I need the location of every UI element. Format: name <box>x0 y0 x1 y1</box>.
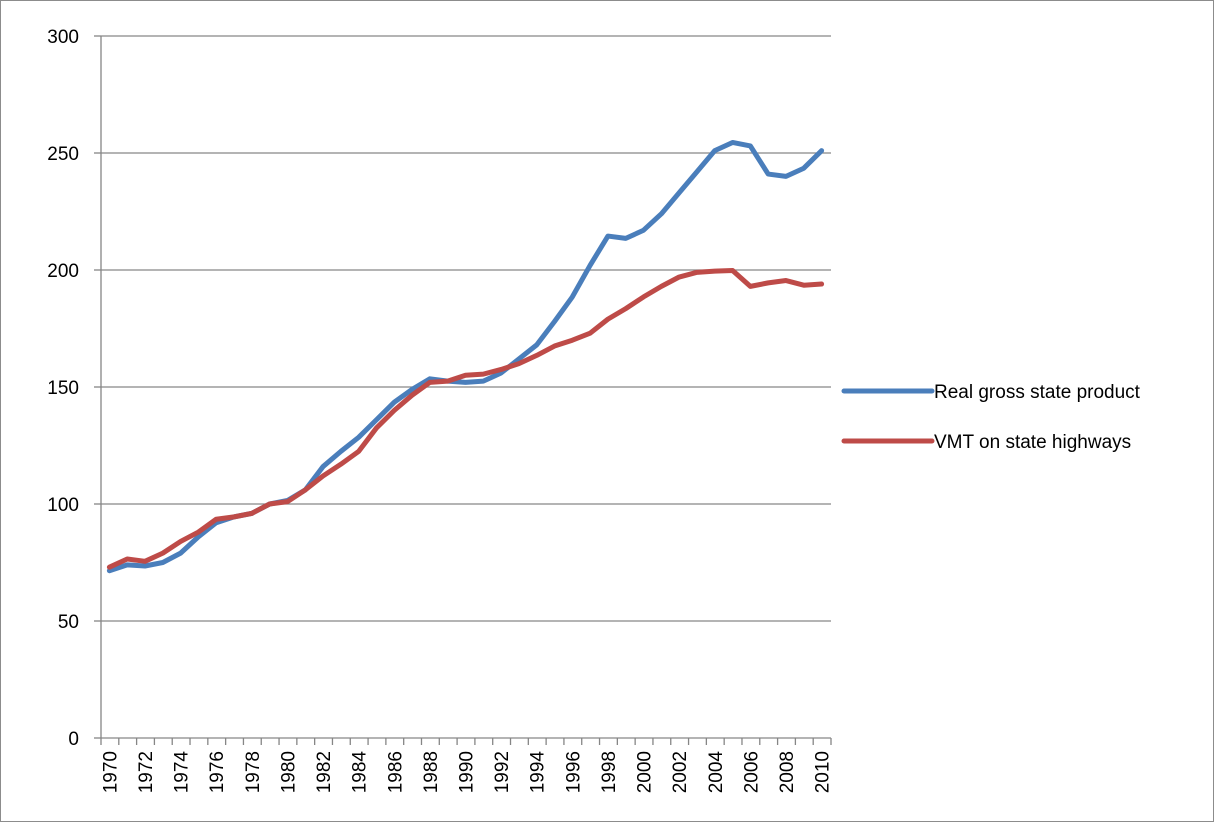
x-tick-label: 1986 <box>385 751 406 793</box>
x-tick-label: 2000 <box>635 751 656 793</box>
series-line <box>106 267 825 570</box>
x-tick-label: 2002 <box>670 751 691 793</box>
x-tick-label: 2010 <box>813 751 834 793</box>
x-tick-label: 2004 <box>706 751 727 794</box>
x-tick-label: 1982 <box>314 751 335 793</box>
x-tick-label: 1974 <box>172 751 193 794</box>
y-tick-label: 100 <box>47 495 79 516</box>
y-tick-label: 150 <box>47 378 79 399</box>
x-tick-label: 1978 <box>243 751 264 793</box>
x-tick-label: 1990 <box>457 751 478 793</box>
gridlines <box>101 35 831 622</box>
legend-label: Real gross state product <box>934 382 1141 403</box>
x-tick-label: 1972 <box>136 751 157 793</box>
axes: 0 50 100 150 200 250 300 1970 1972 1974 1976 1978 19… <box>47 27 833 793</box>
legend-label: VMT on state highways <box>934 432 1131 453</box>
y-tick-label: 250 <box>47 144 79 165</box>
x-tick-label: 1980 <box>278 751 299 793</box>
x-tick-label: 1988 <box>421 751 442 793</box>
y-tick-label: 200 <box>47 261 79 282</box>
x-tick-label: 1994 <box>528 751 549 794</box>
x-tick-label: 1976 <box>207 751 228 793</box>
y-tick-label: 0 <box>68 729 79 750</box>
x-tick-label: 1996 <box>563 751 584 793</box>
x-tick-label: 1998 <box>599 751 620 793</box>
series-line <box>106 139 825 574</box>
x-tick-label: 2008 <box>777 751 798 793</box>
series-lines <box>106 139 825 574</box>
x-tick-label: 1984 <box>350 751 371 794</box>
legend: Real gross state product VMT on state hig… <box>841 382 1141 453</box>
y-tick-label: 300 <box>47 27 79 48</box>
x-tick-label: 2006 <box>741 751 762 793</box>
x-tick-label: 1992 <box>492 751 513 793</box>
x-tick-label: 1970 <box>100 751 121 793</box>
y-tick-label: 50 <box>58 612 79 633</box>
